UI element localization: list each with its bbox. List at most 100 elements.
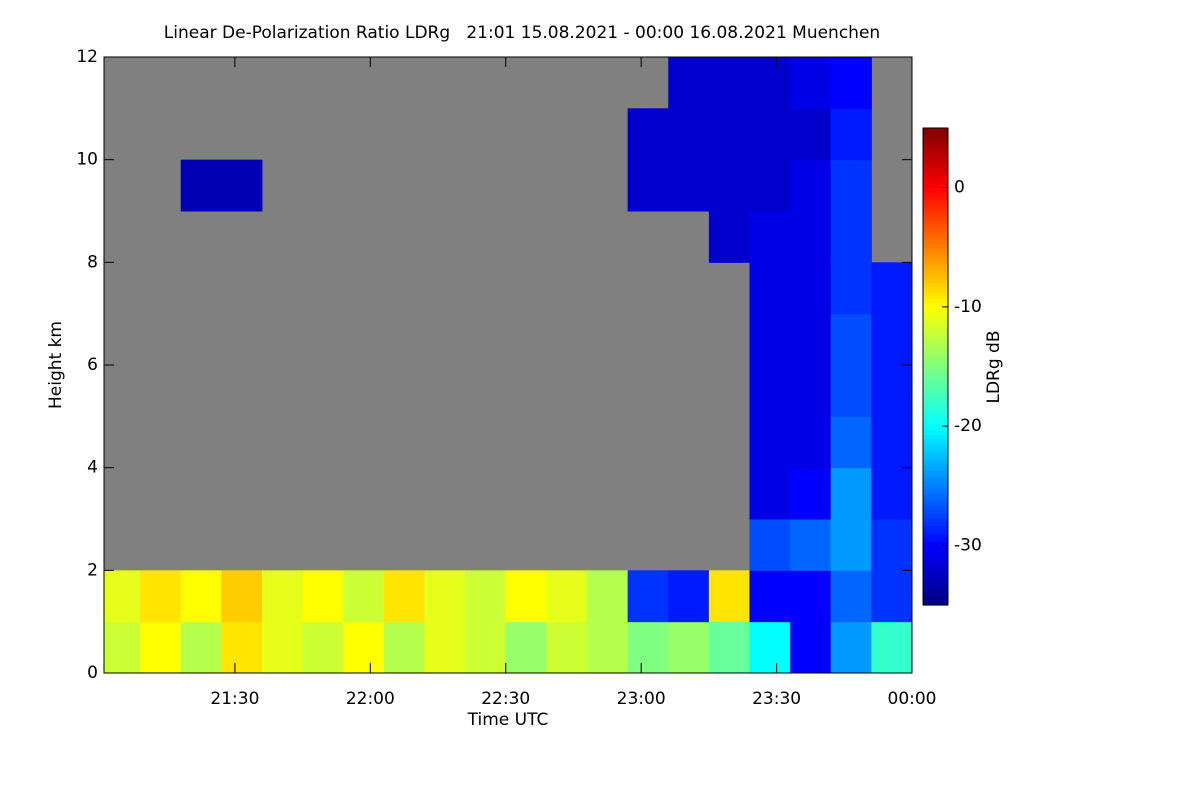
- colorbar-swatch: [923, 219, 948, 224]
- heatmap-cell: [830, 365, 872, 417]
- heatmap-cell: [790, 262, 832, 315]
- colorbar-swatch: [923, 557, 948, 562]
- colorbar-swatch: [923, 489, 948, 495]
- colorbar-swatch: [923, 199, 948, 205]
- colorbar-swatch: [923, 128, 948, 133]
- colorbar-swatch: [923, 493, 948, 499]
- colorbar-swatch: [923, 422, 948, 427]
- heatmap-cell: [790, 108, 832, 161]
- heatmap-cell: [383, 621, 425, 673]
- heatmap-cell: [871, 365, 912, 417]
- heatmap: [104, 57, 912, 673]
- colorbar-swatch: [923, 275, 948, 280]
- colorbar-swatch: [923, 231, 948, 236]
- colorbar-swatch: [923, 195, 948, 201]
- colorbar-swatch: [923, 318, 948, 324]
- heatmap-cell: [221, 621, 263, 673]
- colorbar-swatch: [923, 151, 948, 157]
- colorbar-swatch: [923, 378, 948, 383]
- heatmap-cell: [871, 570, 912, 623]
- colorbar-swatch: [923, 513, 948, 519]
- heatmap-cell: [708, 108, 750, 161]
- colorbar-swatch: [923, 203, 948, 209]
- colorbar-swatch: [923, 159, 948, 165]
- colorbar-swatch: [923, 139, 948, 145]
- colorbar-swatch: [923, 585, 948, 590]
- heatmap-cell: [708, 211, 750, 263]
- heatmap-cell: [790, 467, 832, 520]
- x-tick-label: 22:30: [481, 689, 530, 709]
- y-tick-label: 4: [87, 458, 98, 478]
- heatmap-cell: [586, 570, 629, 623]
- colorbar-swatch: [923, 187, 948, 193]
- colorbar-swatch: [923, 259, 948, 264]
- colorbar-swatch: [923, 386, 948, 391]
- heatmap-cell: [749, 57, 791, 109]
- heatmap-cell: [830, 416, 872, 469]
- colorbar-swatch: [923, 581, 948, 586]
- colorbar-swatch: [923, 183, 948, 189]
- heatmap-cell: [871, 262, 912, 315]
- colorbar-swatch: [923, 473, 948, 479]
- colorbar-swatch: [923, 561, 948, 566]
- heatmap-cell: [749, 365, 791, 417]
- heatmap-cell: [871, 467, 912, 520]
- heatmap-cell: [261, 570, 304, 623]
- colorbar-swatch: [923, 334, 948, 340]
- colorbar-swatch: [923, 469, 948, 475]
- colorbar-swatch: [923, 529, 948, 535]
- heatmap-cell: [871, 621, 912, 673]
- colorbar-swatch: [923, 227, 948, 232]
- heatmap-cell: [830, 621, 872, 673]
- colorbar-swatch: [923, 430, 948, 435]
- colorbar-swatch: [923, 402, 948, 407]
- colorbar-swatch: [923, 505, 948, 511]
- colorbar-swatch: [923, 143, 948, 149]
- colorbar-swatch: [923, 549, 948, 554]
- colorbar-swatch: [923, 290, 948, 296]
- colorbar-swatch: [923, 565, 948, 570]
- colorbar-swatch: [923, 263, 948, 268]
- colorbar-swatch: [923, 155, 948, 161]
- colorbar-swatch: [923, 255, 948, 260]
- colorbar-swatch: [923, 287, 948, 292]
- y-tick-label: 10: [76, 150, 98, 170]
- heatmap-cell: [668, 621, 710, 673]
- colorbar-swatch: [923, 354, 948, 360]
- colorbar-swatch: [923, 442, 948, 447]
- colorbar-swatch: [923, 577, 948, 582]
- heatmap-cell: [790, 416, 832, 469]
- colorbar-swatch: [923, 394, 948, 399]
- colorbar-swatch: [923, 310, 948, 316]
- y-tick-label: 12: [76, 47, 98, 67]
- colorbar-swatch: [923, 135, 948, 141]
- colorbar-swatch: [923, 453, 948, 459]
- heatmap-cell: [749, 416, 791, 469]
- colorbar-swatch: [923, 521, 948, 527]
- heatmap-cell: [790, 570, 832, 623]
- colorbar-swatch: [923, 545, 948, 550]
- y-tick-label: 2: [87, 560, 98, 580]
- heatmap-cell: [871, 313, 912, 366]
- colorbar-swatch: [923, 406, 948, 411]
- heatmap-cell: [749, 570, 791, 623]
- colorbar-swatch: [923, 501, 948, 507]
- heatmap-cell: [790, 519, 832, 571]
- colorbar-swatch: [923, 247, 948, 252]
- colorbar-swatch: [923, 175, 948, 181]
- colorbar-swatch: [923, 239, 948, 244]
- heatmap-cell: [140, 570, 182, 623]
- heatmap-cell: [180, 570, 222, 623]
- colorbar-swatch: [923, 342, 948, 348]
- heatmap-cell: [749, 519, 791, 571]
- colorbar-swatch: [923, 251, 948, 256]
- colorbar-swatch: [923, 601, 948, 606]
- heatmap-cell: [790, 159, 832, 212]
- y-tick-label: 8: [87, 252, 98, 272]
- y-tick-label: 0: [87, 663, 98, 683]
- colorbar-swatch: [923, 267, 948, 272]
- colorbar-swatch: [923, 358, 948, 364]
- heatmap-cell: [871, 416, 912, 469]
- colorbar-swatch: [923, 597, 948, 602]
- heatmap-cell: [708, 570, 750, 623]
